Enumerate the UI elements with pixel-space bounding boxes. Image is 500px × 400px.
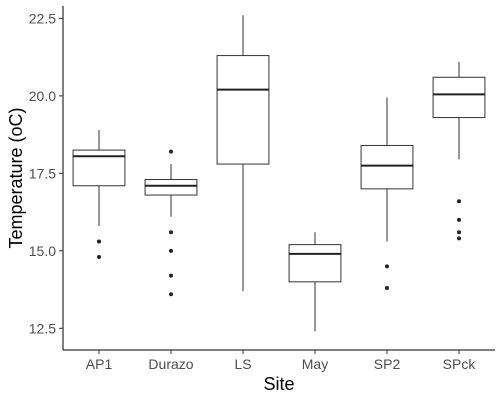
x-tick-label: LS [234,356,251,372]
outlier-point [457,230,461,235]
y-tick-label: 15.0 [29,243,56,259]
iqr-box [144,179,198,196]
x-axis-title: Site [263,374,294,394]
y-axis-ticks: 12.5 15.0 17.5 20.0 22.5 [29,10,63,336]
outlier-point [457,236,461,241]
outlier-point [169,149,173,154]
outlier-point [169,273,173,278]
x-tick-label: AP1 [86,356,113,372]
box-durazo [144,149,198,297]
box-spck [432,61,486,241]
outlier-point [457,199,461,204]
iqr-box [288,244,342,283]
iqr-box [360,144,414,190]
outlier-point [169,248,173,253]
outlier-point [97,255,101,260]
plot-area [72,15,486,332]
box-ap1 [72,129,126,260]
x-tick-label: SP2 [374,356,401,372]
box-may [288,232,342,332]
y-tick-label: 12.5 [29,320,56,336]
outlier-point [97,239,101,244]
y-tick-label: 20.0 [29,88,56,104]
y-tick-label: 22.5 [29,10,56,26]
x-tick-label: Durazo [148,356,193,372]
outlier-point [385,286,389,291]
x-tick-label: May [302,356,328,372]
y-tick-label: 17.5 [29,165,56,181]
outlier-point [385,264,389,269]
box-sp2 [360,97,414,291]
outlier-point [169,292,173,297]
outlier-point [457,217,461,222]
y-axis-title: Temperature (oC) [6,107,26,248]
iqr-box [216,55,270,165]
box-ls [216,15,270,292]
x-tick-label: SPck [443,356,477,372]
iqr-box [432,76,486,119]
x-axis-ticks: AP1 Durazo LS May SP2 SPck [86,350,477,372]
outlier-point [169,230,173,235]
